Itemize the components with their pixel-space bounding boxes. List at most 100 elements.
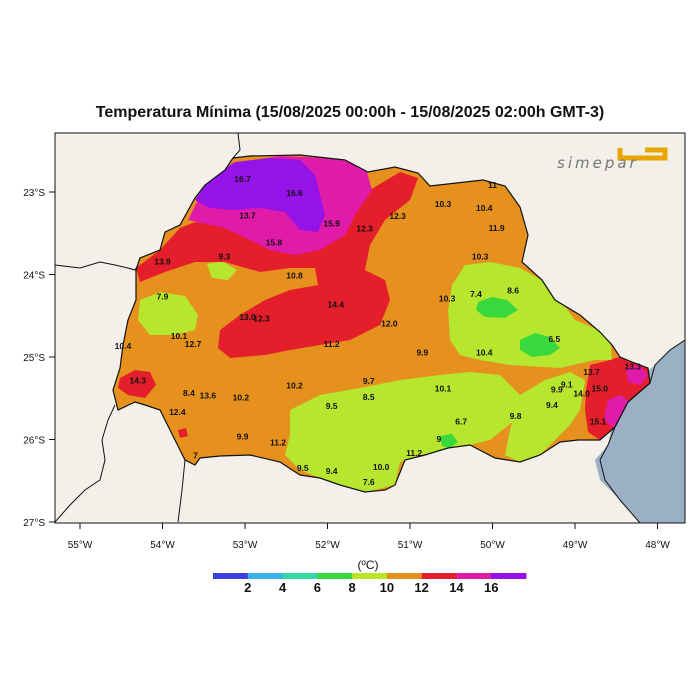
region-red-dot (178, 428, 188, 438)
colorbar-label: 10 (380, 580, 394, 595)
colorbar-label: 6 (314, 580, 321, 595)
lon-tick-label: 53°W (233, 540, 258, 551)
colorbar-label: 4 (279, 580, 287, 595)
station-value: 9.8 (510, 411, 522, 421)
region-purple-north (195, 158, 325, 232)
region-magenta-coast-2 (626, 365, 648, 385)
region-lime-southeast (505, 372, 585, 462)
lon-tick-label: 48°W (645, 540, 670, 551)
station-value: 9 (437, 434, 442, 444)
station-value: 10.3 (435, 199, 452, 209)
lat-tick-label: 24°S (23, 271, 45, 282)
station-value: 6.7 (455, 417, 467, 427)
map-frame (54, 132, 686, 524)
station-value: 10.3 (439, 294, 456, 304)
lon-tick-label: 52°W (315, 540, 340, 551)
region-lime-south (285, 372, 520, 492)
lon-tick-label: 55°W (68, 540, 93, 551)
state-outline (112, 154, 651, 493)
station-value: 14.4 (327, 300, 344, 310)
colorbar-swatch (247, 573, 284, 579)
station-labels: 16.7 16.6 13.7 15.9 15.8 12.3 12.3 10.3 10.4 11 11… (115, 174, 642, 487)
station-value: 11.2 (324, 339, 340, 349)
station-value: 9.1 (561, 380, 573, 390)
lat-tick-label: 25°S (23, 353, 45, 364)
station-value: 10.1 (435, 384, 452, 394)
region-green-1 (476, 297, 518, 318)
lon-tick-label: 50°W (480, 540, 505, 551)
station-value: 10.4 (115, 341, 132, 351)
station-value: 9.9 (416, 347, 428, 357)
station-value: 9.3 (218, 252, 230, 262)
station-value: 13.7 (239, 210, 256, 220)
colorbar: 2 4 6 8 10 12 14 16 (213, 573, 527, 595)
station-value: 10.2 (286, 380, 303, 390)
station-value: 8.6 (507, 285, 519, 295)
lat-tick-label: 26°S (23, 436, 45, 447)
station-value: 15.0 (591, 384, 608, 394)
region-green-3 (440, 434, 458, 448)
colorbar-swatch (456, 573, 492, 579)
station-value: 10.3 (472, 252, 489, 262)
station-value: 12.3 (389, 211, 406, 221)
station-value: 16.7 (234, 174, 251, 184)
region-green-2 (520, 333, 560, 357)
station-value: 9.9 (551, 384, 563, 394)
station-value: 10.2 (233, 393, 250, 403)
logo-mark (617, 147, 668, 161)
colorbar-swatch (317, 573, 353, 579)
station-value: 15.9 (323, 219, 340, 229)
station-value: 10.4 (476, 203, 493, 213)
coastline (599, 339, 685, 523)
colorbar-swatch (491, 573, 527, 579)
station-value: 13.3 (624, 361, 641, 371)
station-value: 15.1 (590, 417, 607, 427)
station-value: 9.5 (326, 401, 338, 411)
temperature-fields (113, 155, 650, 492)
station-value: 6.5 (548, 334, 560, 344)
country-borders (55, 133, 241, 523)
colorbar-swatch (386, 573, 423, 579)
colorbar-swatch (352, 573, 388, 579)
station-value: 7 (193, 450, 198, 460)
logo-text: simepar (557, 154, 639, 172)
ocean (595, 340, 685, 523)
colorbar-label: 12 (414, 580, 428, 595)
station-value: 14.3 (129, 375, 146, 385)
lon-tick-label: 49°W (563, 540, 588, 551)
colorbar-label: 16 (484, 580, 498, 595)
colorbar-label: 8 (348, 580, 355, 595)
station-value: 16.6 (286, 188, 303, 198)
lon-tick-label: 51°W (398, 540, 423, 551)
station-value: 13.9 (154, 257, 171, 267)
colorbar-label: 2 (244, 580, 251, 595)
station-value: 15.8 (266, 238, 283, 248)
station-value: 7.6 (363, 477, 375, 487)
station-value: 9.4 (326, 466, 338, 476)
colorbar-swatch (282, 573, 318, 579)
station-value: 9.4 (546, 400, 558, 410)
station-value: 7.9 (157, 291, 169, 301)
station-value: 13.7 (583, 367, 600, 377)
station-value: 10.0 (373, 462, 390, 472)
simepar-logo[interactable]: simepar (557, 147, 668, 172)
station-value: 9.5 (297, 463, 309, 473)
station-value: 7.4 (470, 289, 482, 299)
map-title: Temperatura Mínima (15/08/2025 00:00h - … (95, 104, 605, 121)
lon-tick-label: 54°W (150, 540, 175, 551)
station-value: 13.6 (200, 390, 217, 400)
station-value: 8.5 (363, 392, 375, 402)
axis-ticks: 55°W 54°W 53°W 52°W 51°W 50°W 49°W 48°W 23°S 24°S… (23, 188, 670, 551)
station-value: 11.2 (406, 448, 422, 458)
region-lime-west (138, 292, 198, 335)
station-value: 11.2 (270, 437, 286, 447)
station-value: 11 (488, 180, 497, 190)
region-lime-small (207, 261, 237, 280)
colorbar-swatch (421, 573, 457, 579)
lat-tick-label: 27°S (23, 518, 45, 529)
region-red-sw (118, 370, 156, 398)
station-value: 12.3 (253, 314, 270, 324)
station-value: 8.4 (183, 388, 195, 398)
station-value: 9.7 (363, 376, 375, 386)
